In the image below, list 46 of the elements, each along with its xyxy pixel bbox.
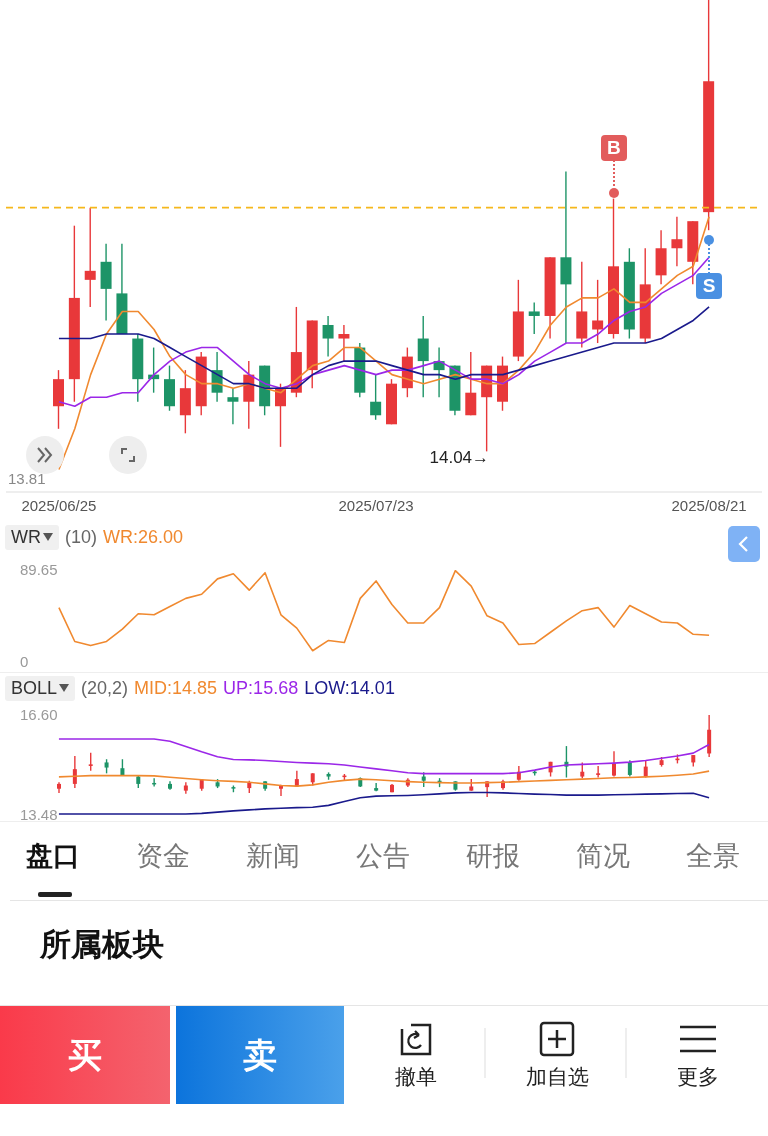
y-tick-label: 13.48 xyxy=(20,806,58,824)
x-tick-label: 2025/06/25 xyxy=(21,496,97,514)
candlestick xyxy=(322,315,334,358)
text: 研报 xyxy=(466,840,520,873)
candlestick xyxy=(612,750,616,778)
text: UP:15.68 xyxy=(223,677,299,699)
text: 资金 xyxy=(136,840,190,873)
text: MID:14.85 xyxy=(134,677,218,699)
chart-title: BOLL xyxy=(11,677,58,699)
candlestick xyxy=(417,315,429,398)
text: 撤单 xyxy=(394,1064,438,1090)
text: 买 xyxy=(0,1006,170,1104)
chart-title: WR xyxy=(11,526,41,548)
y-tick-label: 16.60 xyxy=(20,706,58,724)
chart-subtitle: (20,2) xyxy=(81,677,129,699)
y-tick-label: 89.65 xyxy=(20,561,58,579)
annotation: B xyxy=(600,134,627,161)
text: LOW:14.01 xyxy=(304,677,395,699)
text: WR:26.00 xyxy=(103,526,184,548)
candlestick xyxy=(671,215,683,268)
x-tick-label: 2025/08/21 xyxy=(671,496,747,514)
candlestick xyxy=(84,206,96,308)
text: 所属板块 xyxy=(40,926,164,964)
candlestick xyxy=(592,279,604,344)
x-tick-label: 2025/07/23 xyxy=(338,496,414,514)
text: 全景 xyxy=(686,840,740,873)
text: 卖 xyxy=(176,1006,344,1104)
text: 更多 xyxy=(676,1064,720,1090)
candlestick xyxy=(370,373,382,421)
annotation: 14.04→ xyxy=(429,448,490,469)
y-tick-label: 0 xyxy=(20,653,29,671)
text: 简况 xyxy=(576,840,630,873)
annotation: S xyxy=(696,273,723,300)
text: 盘口 xyxy=(26,840,80,873)
line-series xyxy=(58,570,710,652)
text: 新闻 xyxy=(246,840,300,873)
candlestick xyxy=(338,324,350,362)
candlestick xyxy=(596,765,601,779)
text: 13.81 xyxy=(8,470,46,487)
candlestick xyxy=(465,351,477,416)
chart-subtitle: (10) xyxy=(65,526,98,548)
text: 公告 xyxy=(356,840,410,873)
text: 加自选 xyxy=(524,1064,590,1090)
candlestick xyxy=(707,715,712,758)
candlestick xyxy=(528,301,540,335)
candlestick xyxy=(227,387,239,425)
